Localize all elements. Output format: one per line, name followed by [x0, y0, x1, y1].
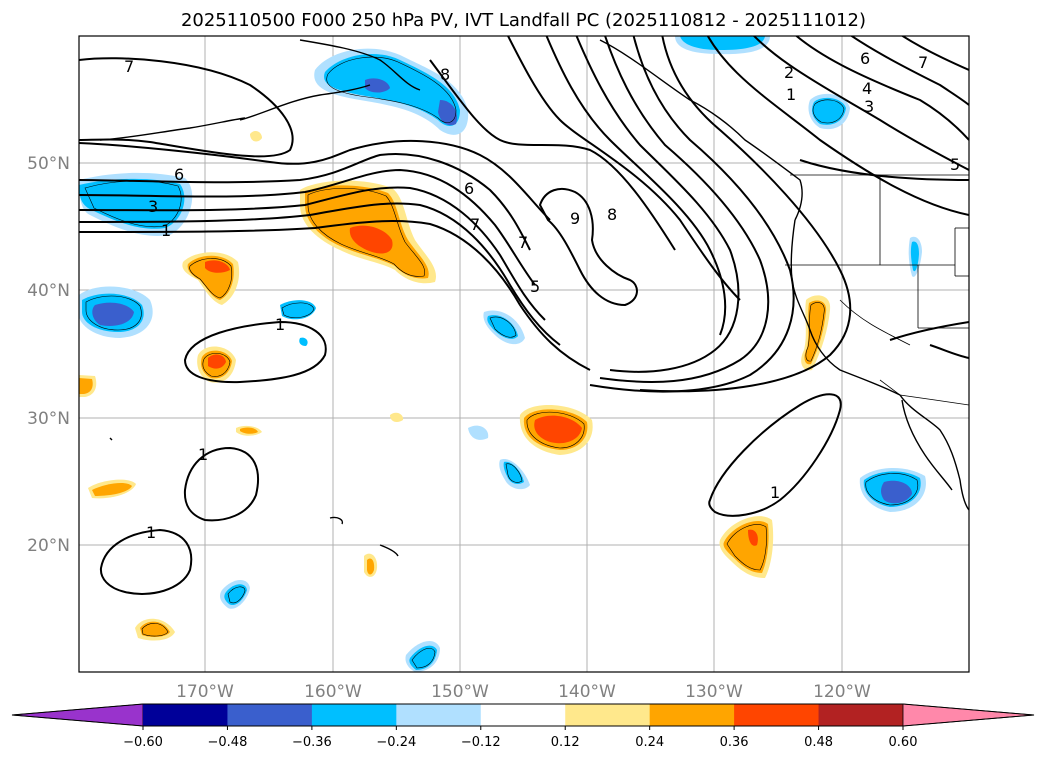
- colorbar-segment: [227, 704, 313, 726]
- contour-label: 6: [174, 165, 184, 184]
- map-plot-area: 7 6 3 1 6 7 9 8 7 5 1 1 1 1 8 2 1 6 7 4 …: [79, 36, 969, 672]
- contour-label: 3: [864, 97, 874, 116]
- longitude-labels: 170°W 160°W 150°W 140°W 130°W 120°W: [176, 682, 871, 702]
- lat-label: 40°N: [27, 281, 70, 301]
- contour-label: 8: [440, 65, 450, 84]
- colorbar-tick-label: 0.24: [635, 735, 664, 750]
- coastlines: [99, 39, 969, 557]
- contour-label: 7: [124, 57, 134, 76]
- colorbar-segment: [565, 704, 651, 726]
- contour-label: 7: [470, 215, 480, 234]
- contour-label: 3: [148, 197, 158, 216]
- lat-label: 30°N: [27, 409, 70, 429]
- political-borders: [785, 174, 969, 406]
- lat-label: 20°N: [27, 536, 70, 556]
- contour-label: 6: [860, 49, 870, 68]
- lon-label: 150°W: [431, 682, 489, 702]
- contour-label: 2: [784, 63, 794, 82]
- colorbar-tick-label: −0.48: [208, 735, 248, 750]
- contour-label: 5: [950, 155, 960, 174]
- colorbar-segment: [818, 704, 904, 726]
- contour-label: 1: [198, 445, 208, 464]
- colorbar: −0.60 −0.48 −0.36 −0.24 −0.12 0.12 0.24 0.36 0.4…: [11, 703, 1035, 750]
- colorbar-extend-low: [11, 703, 144, 727]
- latitude-labels: 50°N 40°N 30°N 20°N: [27, 154, 70, 556]
- pv-fill-negative: [79, 36, 926, 672]
- plot-frame: [78, 35, 970, 673]
- contour-lines: [79, 36, 969, 595]
- lon-label: 140°W: [558, 682, 616, 702]
- contour-label: 6: [464, 179, 474, 198]
- colorbar-tick-label: −0.60: [123, 735, 163, 750]
- contour-label: 1: [275, 315, 285, 334]
- lon-label: 170°W: [176, 682, 234, 702]
- contour-label: 9: [570, 209, 580, 228]
- colorbar-tick-label: 0.12: [551, 735, 580, 750]
- map-title: 2025110500 F000 250 hPa PV, IVT Landfall…: [180, 10, 867, 31]
- contour-label: 1: [786, 85, 796, 104]
- pv-fill-outlines: [84, 56, 919, 669]
- contour-label: 5: [530, 277, 540, 296]
- contour-label: 7: [918, 53, 928, 72]
- colorbar-segment: [734, 704, 820, 726]
- lat-label: 50°N: [27, 154, 70, 174]
- colorbar-tick-label: −0.12: [461, 735, 501, 750]
- contour-label: 1: [146, 523, 156, 542]
- colorbar-segment: [311, 704, 397, 726]
- lon-label: 120°W: [813, 682, 871, 702]
- colorbar-tick-label: 0.36: [720, 735, 749, 750]
- lon-label: 130°W: [685, 682, 743, 702]
- colorbar-extend-high: [902, 703, 1035, 727]
- colorbar-segment: [480, 704, 566, 726]
- lon-label: 160°W: [304, 682, 362, 702]
- colorbar-segment: [143, 704, 228, 726]
- contour-label: 4: [862, 79, 872, 98]
- colorbar-tick-label: −0.24: [376, 735, 416, 750]
- pv-fill-positive: [79, 131, 831, 641]
- contour-labels: 7 6 3 1 6 7 9 8 7 5 1 1 1 1 8 2 1 6 7 4 …: [124, 49, 960, 542]
- colorbar-tick-label: −0.36: [292, 735, 332, 750]
- contour-label: 8: [607, 205, 617, 224]
- colorbar-tick-label: 0.60: [889, 735, 918, 750]
- contour-label: 7: [518, 233, 528, 252]
- colorbar-segment: [396, 704, 482, 726]
- contour-label: 1: [770, 483, 780, 502]
- contour-label: 1: [161, 221, 171, 240]
- colorbar-tick-label: 0.48: [804, 735, 833, 750]
- gridlines: [79, 36, 969, 672]
- colorbar-segment: [649, 704, 735, 726]
